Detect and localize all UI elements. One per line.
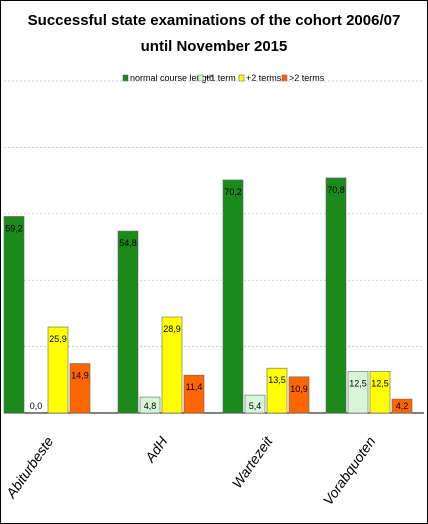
data-label: 54,8 bbox=[119, 238, 137, 248]
bar bbox=[117, 230, 139, 414]
bar bbox=[222, 179, 244, 414]
data-label: 59,2 bbox=[5, 223, 23, 233]
legend-item: >2 terms bbox=[281, 73, 325, 83]
data-label: 4,8 bbox=[144, 401, 157, 411]
data-label: 10,9 bbox=[290, 384, 308, 394]
category-label: Abiturbeste bbox=[2, 433, 56, 501]
category-label: Vorabquoten bbox=[320, 433, 379, 508]
data-label: 0,0 bbox=[30, 401, 43, 411]
bar bbox=[69, 363, 91, 414]
bar bbox=[391, 398, 413, 414]
data-label: 14,9 bbox=[71, 371, 89, 381]
data-label: 12,5 bbox=[349, 379, 367, 389]
data-label: 12,5 bbox=[371, 379, 389, 389]
data-label: 25,9 bbox=[49, 334, 67, 344]
legend-label: +1 term bbox=[205, 73, 236, 83]
bar bbox=[347, 371, 369, 414]
category-label: Wartezeit bbox=[229, 433, 277, 491]
data-label: 4,2 bbox=[396, 401, 409, 411]
legend-label: normal course length bbox=[130, 73, 214, 83]
legend-swatch bbox=[122, 74, 129, 82]
legend-item: +2 terms bbox=[238, 73, 282, 83]
data-label: 13,5 bbox=[268, 375, 286, 385]
bar bbox=[139, 396, 161, 414]
data-labels: 59,2 0,0 25,9 14,9 54,8 4,8 28,9 11,4 70,2 5,4 13,… bbox=[5, 185, 408, 411]
bar bbox=[161, 316, 183, 414]
data-label: 11,4 bbox=[186, 382, 203, 392]
chart-title-line-1: Successful state examinations of the coh… bbox=[28, 12, 401, 29]
bars bbox=[3, 177, 413, 414]
legend-swatch bbox=[281, 74, 288, 82]
bar bbox=[3, 216, 25, 414]
bar bbox=[183, 374, 205, 414]
data-label: 70,2 bbox=[224, 187, 242, 197]
bar bbox=[266, 367, 288, 414]
legend-label: >2 terms bbox=[289, 73, 325, 83]
category-labels: Abiturbeste AdH Wartezeit Vorabquoten bbox=[2, 433, 378, 508]
legend-label: +2 terms bbox=[246, 73, 282, 83]
legend: normal course length+1 term +2 terms >2 te… bbox=[122, 73, 325, 83]
bar bbox=[369, 371, 391, 414]
legend-swatch bbox=[238, 74, 245, 82]
bar bbox=[325, 177, 347, 414]
data-label: 5,4 bbox=[249, 401, 262, 411]
bar bbox=[288, 376, 310, 414]
chart-title-line-2: until November 2015 bbox=[141, 38, 288, 55]
bar bbox=[47, 326, 69, 414]
data-label: 28,9 bbox=[163, 324, 181, 334]
category-label: AdH bbox=[141, 433, 171, 466]
bar bbox=[244, 394, 266, 414]
legend-swatch bbox=[197, 74, 204, 82]
data-label: 70,8 bbox=[327, 185, 345, 195]
